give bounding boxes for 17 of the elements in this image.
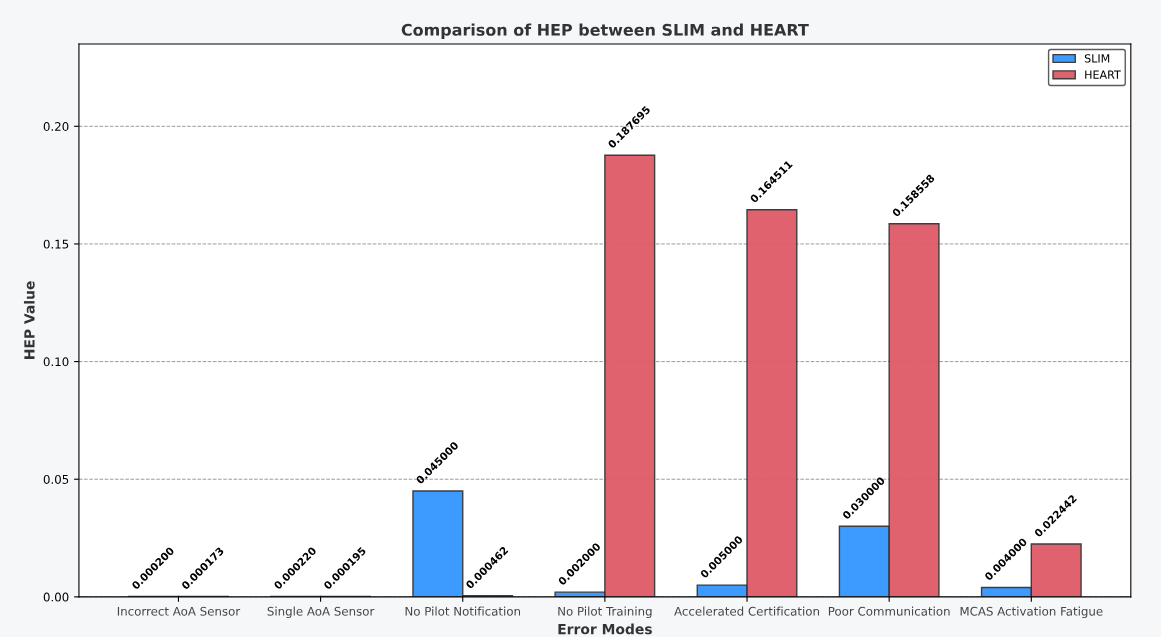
- y-tick-label: 0.20: [43, 122, 69, 131]
- x-tick-label: No Pilot Notification: [405, 606, 521, 616]
- y-axis-title: HEP Value: [23, 281, 35, 359]
- y-tick-label: 0.00: [43, 592, 69, 602]
- legend-label: HEART: [1085, 70, 1121, 79]
- x-tick-label: Incorrect AoA Sensor: [117, 606, 241, 616]
- y-tick-label: 0.15: [43, 239, 69, 249]
- x-tick-label: MCAS Activation Fatigue: [960, 606, 1103, 619]
- legend-label: SLIM: [1084, 54, 1110, 63]
- x-tick-label: No Pilot Training: [558, 606, 652, 619]
- y-tick-label: 0.05: [43, 474, 69, 484]
- x-tick-label: Poor Communication: [828, 606, 950, 616]
- x-tick-label: Accelerated Certification: [674, 606, 819, 616]
- x-axis-title: Error Modes: [558, 623, 652, 635]
- y-tick-label: 0.10: [43, 357, 69, 367]
- chart-title: Comparison of HEP between SLIM and HEART: [401, 23, 809, 39]
- x-tick-label: Single AoA Sensor: [267, 606, 375, 619]
